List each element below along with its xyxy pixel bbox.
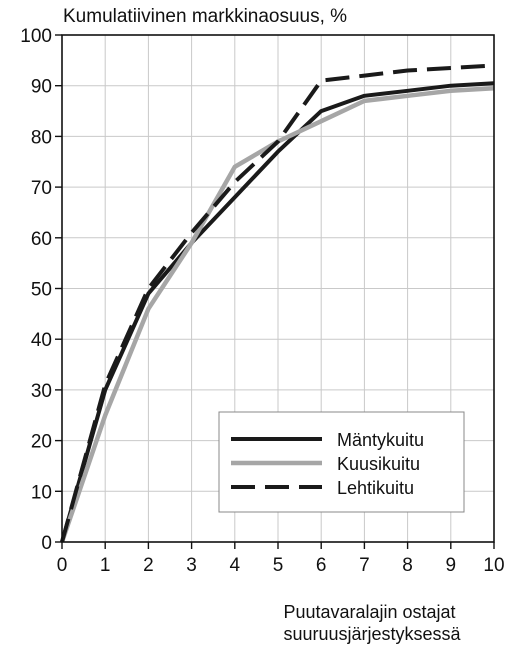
series-lines: [59, 63, 495, 543]
y-tick-label: 10: [31, 482, 52, 503]
series-line-1: [60, 81, 495, 543]
legend-label: Lehtikuitu: [337, 478, 414, 498]
y-tick-label: 20: [31, 432, 52, 453]
x-axis-label-line-2: suuruusjärjestyksessä: [283, 624, 461, 644]
x-tick-label: 7: [359, 555, 370, 576]
x-tick-label: 4: [230, 555, 241, 576]
x-tick-label: 1: [100, 555, 111, 576]
x-tick-label: 5: [273, 555, 284, 576]
y-tick-label: 90: [31, 77, 52, 98]
x-tick-label: 10: [483, 555, 504, 576]
y-tick-label: 40: [31, 330, 52, 351]
legend-label: Mäntykuitu: [337, 430, 424, 450]
x-tick-label: 6: [316, 555, 327, 576]
y-axis-label: Kumulatiivinen markkinaosuus, %: [63, 6, 347, 27]
x-tick-label: 0: [57, 555, 68, 576]
legend: Mäntykuitu Kuusikuitu Lehtikuitu: [218, 411, 465, 513]
y-tick-label: 30: [31, 381, 52, 402]
x-tick-label: 8: [402, 555, 413, 576]
series-line-3: [60, 63, 495, 543]
legend-label: Kuusikuitu: [337, 454, 420, 474]
x-axis-label-line-1: Puutavaralajin ostajat: [283, 602, 455, 622]
y-tick-label: 100: [20, 26, 52, 47]
y-tick-label: 80: [31, 127, 52, 148]
x-tick-label: 9: [446, 555, 457, 576]
x-tick-label: 2: [143, 555, 154, 576]
y-tick-label: 70: [31, 178, 52, 199]
x-tick-label: 3: [186, 555, 197, 576]
y-tick-label: 50: [31, 280, 52, 301]
x-axis-label: Puutavaralajin ostajat suuruusjärjestyks…: [283, 602, 461, 644]
plot-frame: [61, 34, 495, 543]
y-tick-label: 0: [41, 533, 52, 554]
y-tick-label: 60: [31, 229, 52, 250]
